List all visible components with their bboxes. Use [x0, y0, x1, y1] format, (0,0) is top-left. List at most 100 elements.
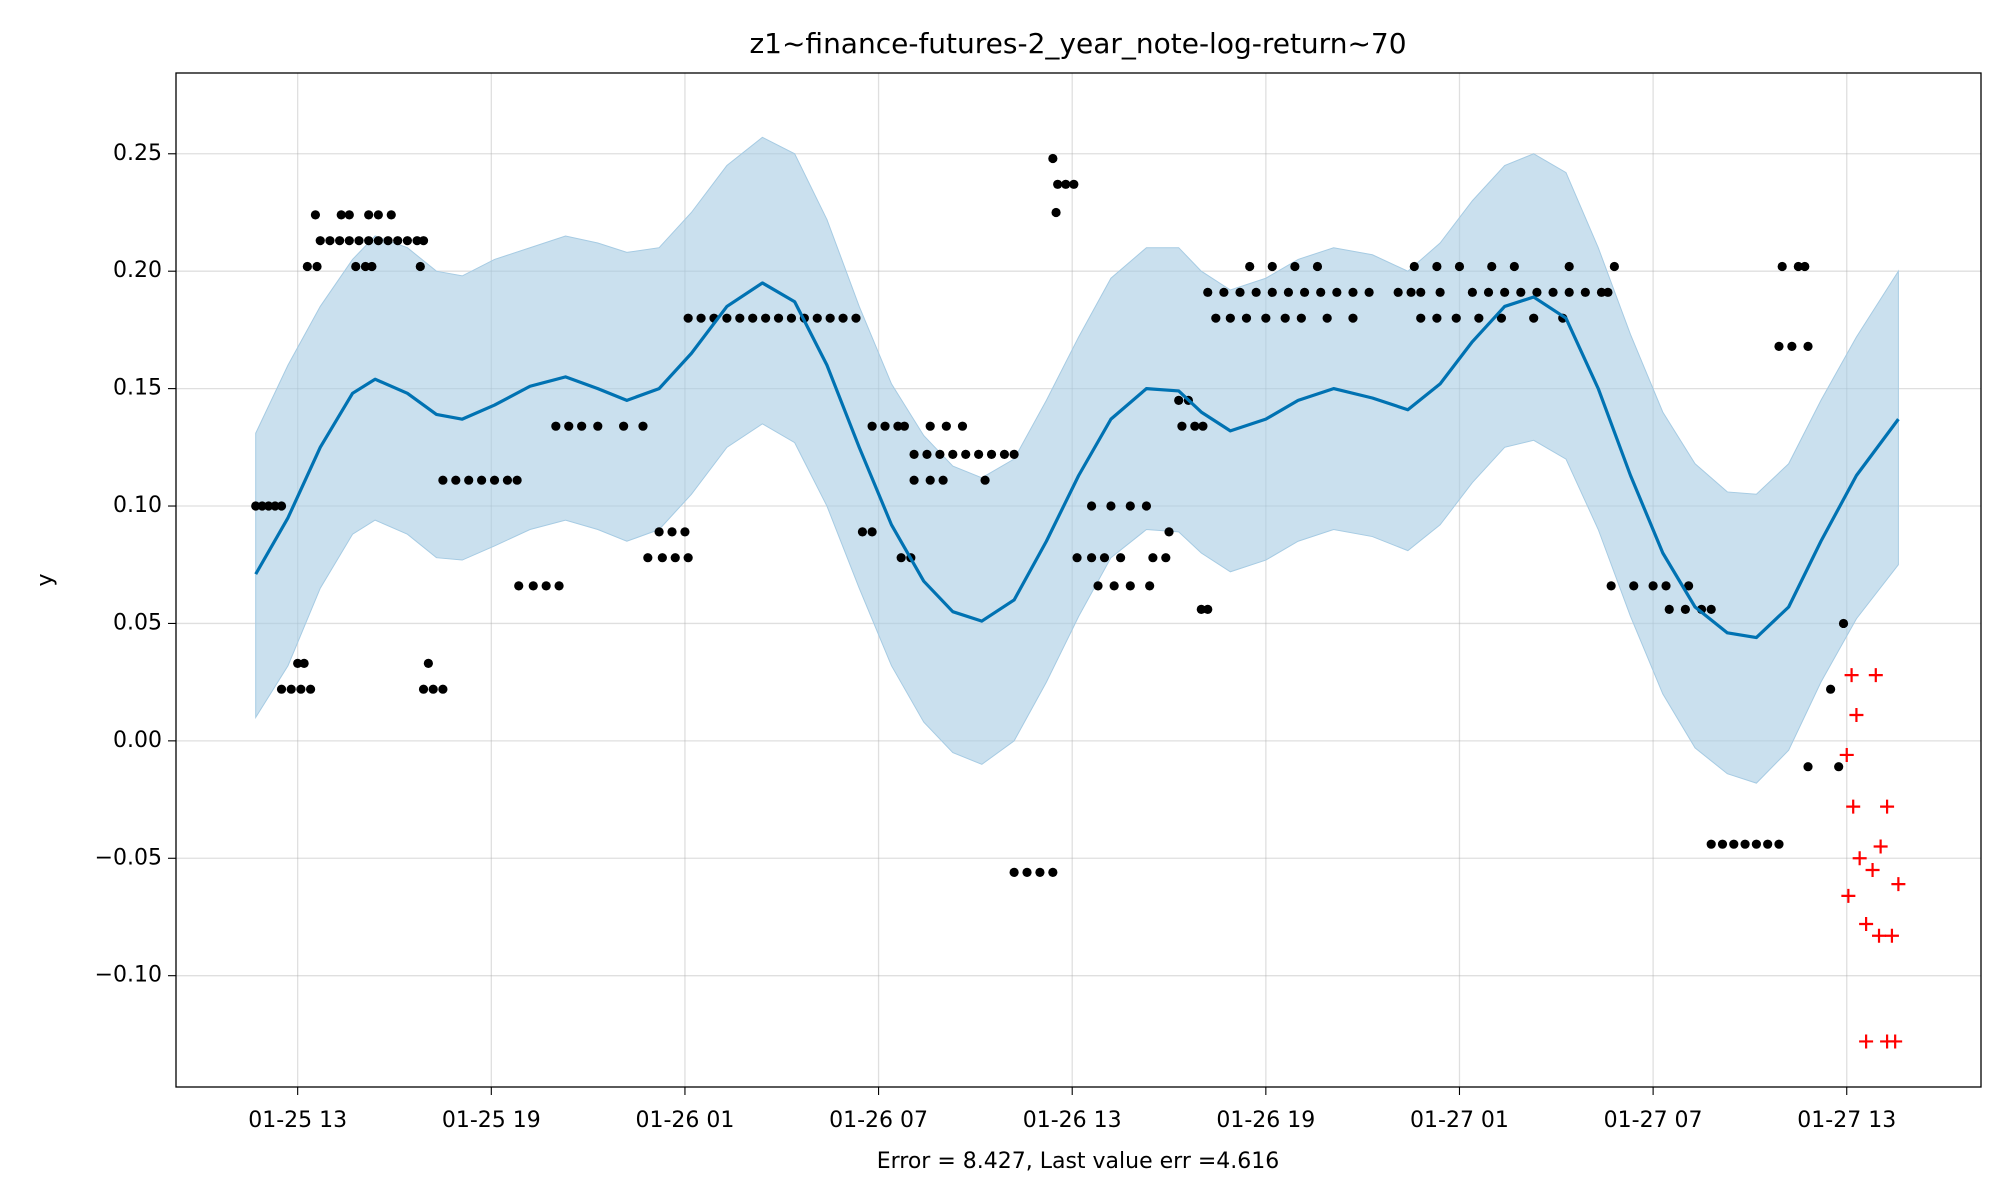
actual-point	[1868, 668, 1883, 683]
observed-point	[1148, 553, 1158, 563]
observed-point	[1174, 395, 1184, 405]
observed-point	[1312, 261, 1323, 272]
observed-point	[335, 236, 345, 246]
observed-point	[1290, 261, 1300, 272]
y-axis-label: y	[33, 573, 58, 586]
observed-point	[293, 658, 303, 668]
observed-point	[1364, 287, 1374, 297]
observed-point	[1432, 313, 1442, 323]
observed-point	[1267, 287, 1277, 297]
observed-point	[264, 501, 274, 511]
observed-point	[925, 475, 935, 485]
y-tick-label: −0.05	[95, 845, 162, 870]
observed-point	[1093, 581, 1103, 591]
observed-point	[1451, 313, 1461, 323]
observed-point	[1022, 867, 1032, 877]
observed-point	[1106, 501, 1116, 511]
observed-point	[893, 421, 903, 431]
observed-point	[1219, 287, 1229, 297]
observed-point	[1299, 287, 1310, 297]
observed-point	[1774, 341, 1784, 351]
observed-point	[1086, 501, 1097, 511]
observed-point	[286, 684, 296, 694]
observed-point	[577, 421, 587, 431]
observed-point	[1500, 287, 1510, 297]
actual-point	[1844, 668, 1859, 683]
observed-point	[1763, 839, 1773, 849]
observed-point	[1241, 313, 1252, 323]
x-tick-label: 01-26 13	[1023, 1108, 1122, 1133]
x-tick-label: 01-27 01	[1410, 1108, 1509, 1133]
observed-point	[477, 475, 487, 485]
observed-point	[1706, 839, 1716, 849]
observed-point	[1322, 313, 1332, 323]
observed-point	[1532, 287, 1542, 297]
observed-point	[1332, 287, 1342, 297]
actual-point	[1888, 1034, 1903, 1049]
x-tick-label: 01-25 19	[442, 1108, 541, 1133]
observed-point	[360, 261, 371, 272]
actual-point	[1884, 928, 1899, 943]
observed-point	[1051, 207, 1061, 218]
actual-point	[1891, 877, 1906, 892]
observed-point	[1053, 179, 1063, 189]
observed-point	[1125, 501, 1135, 511]
y-tick-label: 0.10	[113, 493, 162, 518]
observed-point	[1235, 287, 1245, 297]
observed-point	[1141, 501, 1152, 511]
observed-point	[1774, 839, 1784, 849]
observed-point	[257, 501, 267, 511]
observed-point	[393, 236, 403, 246]
observed-point	[1803, 341, 1813, 351]
observed-point	[438, 475, 448, 485]
observed-point	[999, 449, 1010, 459]
observed-point	[564, 421, 574, 431]
observed-point	[696, 313, 706, 323]
observed-point	[1116, 553, 1126, 563]
x-tick-label: 01-26 07	[829, 1108, 928, 1133]
observed-point	[825, 313, 835, 323]
observed-point	[683, 313, 693, 323]
observed-point	[541, 581, 551, 591]
observed-point	[1251, 287, 1261, 297]
observed-point	[1190, 421, 1200, 431]
observed-point	[354, 236, 364, 246]
observed-point	[1529, 313, 1539, 323]
observed-point	[373, 236, 383, 246]
observed-point	[1009, 449, 1019, 459]
observed-point	[1487, 261, 1497, 272]
observed-point	[1072, 553, 1082, 563]
observed-point	[1474, 313, 1484, 323]
observed-point	[1267, 261, 1277, 272]
observed-point	[383, 236, 393, 246]
observed-point	[1603, 287, 1613, 297]
observed-point	[1161, 553, 1171, 563]
observed-point	[386, 210, 396, 220]
observed-point	[735, 313, 745, 323]
observed-point	[1296, 313, 1306, 323]
observed-point	[336, 210, 346, 220]
observed-point	[364, 210, 374, 220]
observed-point	[1717, 839, 1728, 849]
observed-point	[276, 684, 287, 694]
observed-point	[1196, 604, 1206, 614]
observed-point	[941, 421, 951, 431]
observed-point	[1838, 618, 1849, 629]
observed-point	[315, 236, 325, 246]
observed-point	[593, 421, 603, 431]
observed-point	[251, 501, 261, 511]
observed-point	[867, 421, 877, 431]
observed-point	[302, 261, 312, 272]
observed-point	[464, 475, 474, 485]
observed-point	[1793, 261, 1803, 272]
observed-point	[1509, 261, 1519, 272]
observed-point	[364, 236, 374, 246]
observed-point	[310, 210, 321, 220]
observed-point	[514, 581, 524, 591]
observed-point	[1348, 313, 1358, 323]
observed-point	[1061, 179, 1071, 189]
observed-point	[402, 236, 412, 246]
actual-point	[1841, 888, 1856, 903]
observed-point	[1564, 287, 1574, 297]
y-tick-label: 0.20	[113, 258, 162, 283]
